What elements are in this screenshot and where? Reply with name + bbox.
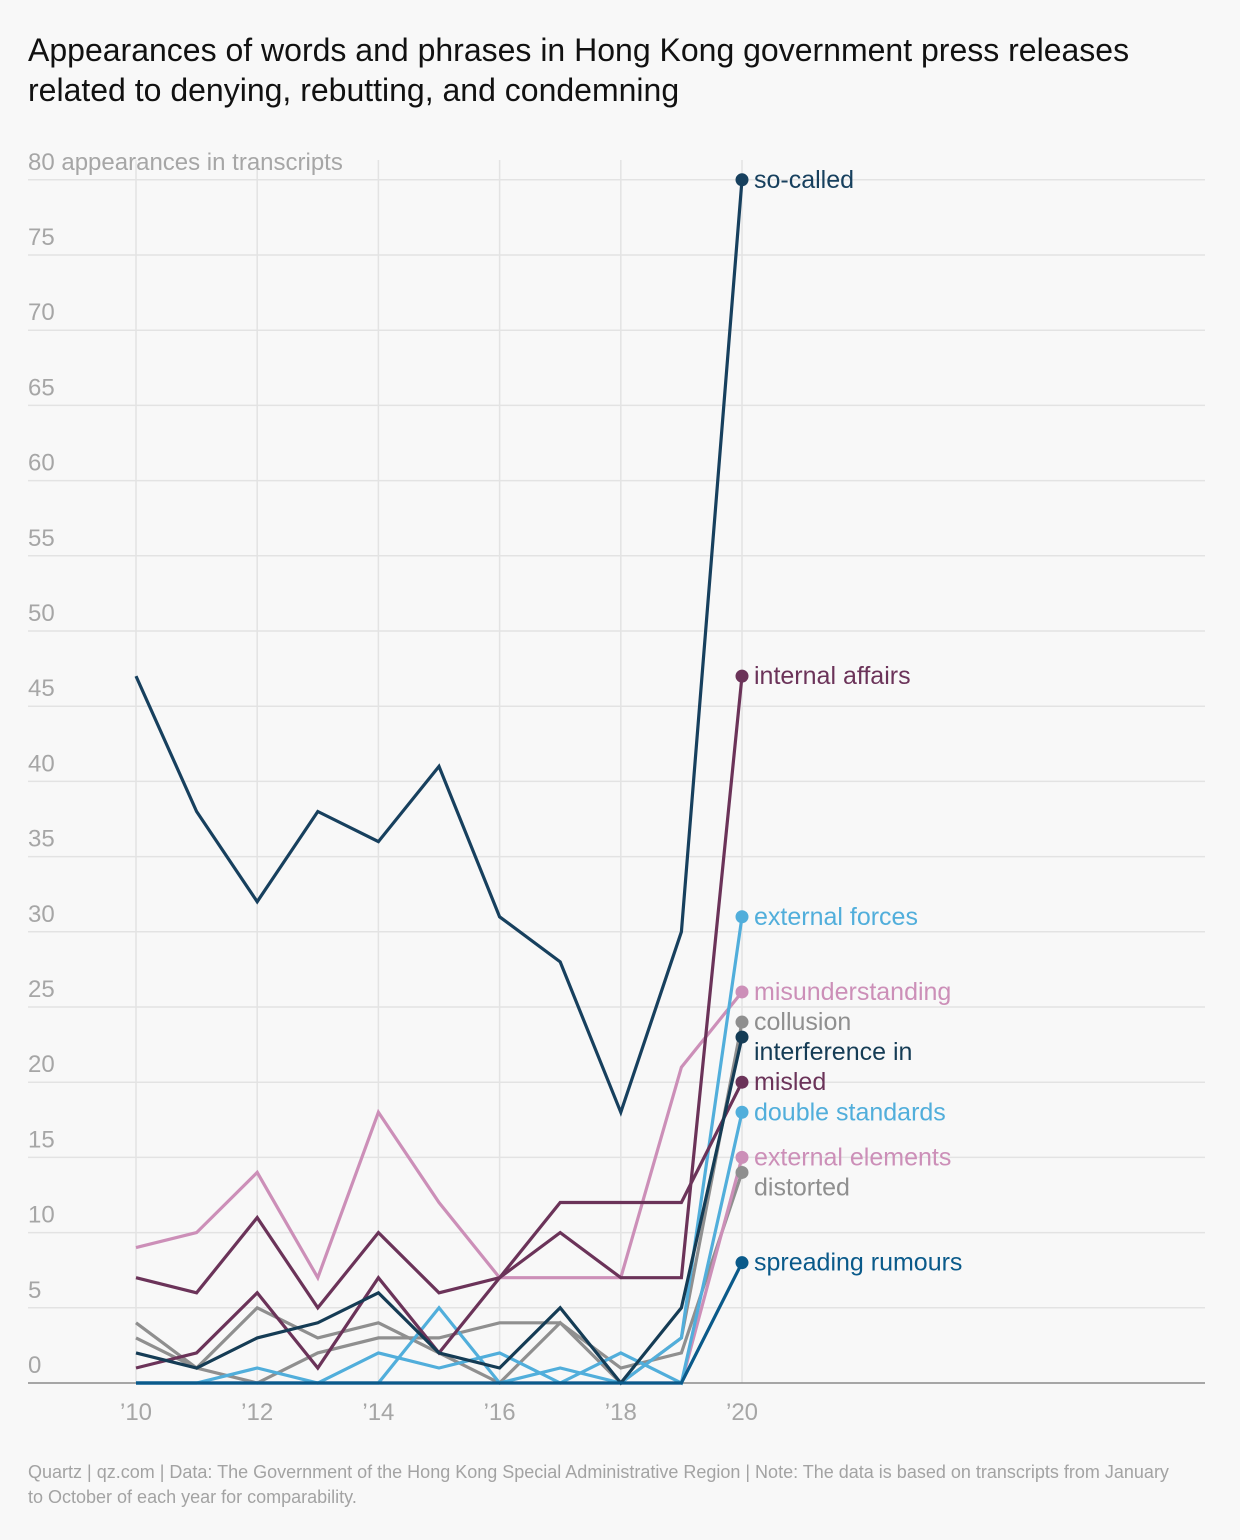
end-point-misunderstanding (735, 985, 749, 999)
series-line-double-standards (136, 1111, 744, 1386)
end-point-interference-in (735, 1030, 749, 1044)
series-label-double-standards: double standards (754, 1098, 946, 1126)
chart-title: Appearances of words and phrases in Hong… (28, 32, 1130, 108)
series-end-points (735, 173, 749, 1270)
end-point-internal-affairs (735, 669, 749, 683)
series-line-so-called (134, 179, 744, 1117)
end-point-external-forces (735, 910, 749, 924)
series-line-misunderstanding (135, 990, 744, 1282)
end-point-so-called (735, 173, 749, 187)
series-line-external-elements (136, 1156, 744, 1385)
series-label-internal-affairs: internal affairs (754, 662, 911, 690)
y-tick-label-10: 10 (28, 1202, 55, 1229)
y-tick-label-70: 70 (28, 299, 55, 326)
series-label-misunderstanding: misunderstanding (754, 978, 951, 1006)
y-tick-label-65: 65 (28, 374, 55, 401)
x-tick-label-2010: ’10 (120, 1399, 152, 1426)
series-label-collusion: collusion (754, 1008, 851, 1036)
series-label-distorted: distorted (754, 1173, 850, 1201)
y-tick-label-5: 5 (28, 1277, 41, 1304)
series-lines (134, 179, 744, 1386)
end-point-external-elements (735, 1150, 749, 1164)
x-tick-label-2014: ’14 (362, 1399, 394, 1426)
line-chart: 0 5 10 15 20 25 30 35 40 45 50 55 60 65 70 75 80 appeara… (28, 149, 1205, 1426)
x-tick-label-2012: ’12 (241, 1399, 273, 1426)
y-axis-ticks: 0 5 10 15 20 25 30 35 40 45 50 55 60 65 70 75 80 appeara… (28, 149, 343, 1379)
y-tick-label-30: 30 (28, 901, 55, 928)
series-label-external-elements: external elements (754, 1143, 951, 1171)
end-point-distorted (735, 1165, 749, 1179)
series-labels: distorted collusion external elements misun… (754, 166, 962, 1277)
series-line-interference-in (135, 1036, 744, 1386)
series-label-external-forces: external forces (754, 903, 918, 931)
series-line-internal-affairs (135, 675, 744, 1311)
y-tick-label-0: 0 (28, 1352, 41, 1379)
x-tick-label-2018: ’18 (605, 1399, 637, 1426)
y-tick-label-15: 15 (28, 1126, 55, 1153)
end-point-double-standards (735, 1105, 749, 1119)
series-line-external-forces (136, 916, 744, 1385)
series-line-spreading-rumours (136, 1261, 744, 1385)
series-label-interference-in: interference in (754, 1038, 912, 1066)
series-line-misled (135, 1081, 744, 1371)
x-tick-label-2016: ’16 (484, 1399, 516, 1426)
y-tick-label-80: 80 appearances in transcripts (28, 149, 343, 176)
x-tick-label-2020: ’20 (726, 1399, 758, 1426)
y-tick-label-55: 55 (28, 525, 55, 552)
y-tick-label-45: 45 (28, 675, 55, 702)
y-tick-label-50: 50 (28, 600, 55, 627)
grid (28, 160, 1205, 1384)
y-tick-label-75: 75 (28, 224, 55, 251)
x-axis-ticks: ’10 ’12 ’14 ’16 ’18 ’20 (120, 1399, 758, 1426)
end-point-spreading-rumours (735, 1256, 749, 1270)
end-point-collusion (735, 1015, 749, 1029)
y-tick-label-20: 20 (28, 1051, 55, 1078)
y-tick-label-60: 60 (28, 450, 55, 477)
source-note: Quartz | qz.com | Data: The Government o… (28, 1462, 1169, 1507)
y-tick-label-25: 25 (28, 976, 55, 1003)
series-label-spreading-rumours: spreading rumours (754, 1249, 962, 1277)
y-tick-label-35: 35 (28, 826, 55, 853)
series-label-misled: misled (754, 1068, 826, 1096)
end-point-misled (735, 1075, 749, 1089)
y-tick-label-40: 40 (28, 750, 55, 777)
series-label-so-called: so-called (754, 166, 854, 194)
